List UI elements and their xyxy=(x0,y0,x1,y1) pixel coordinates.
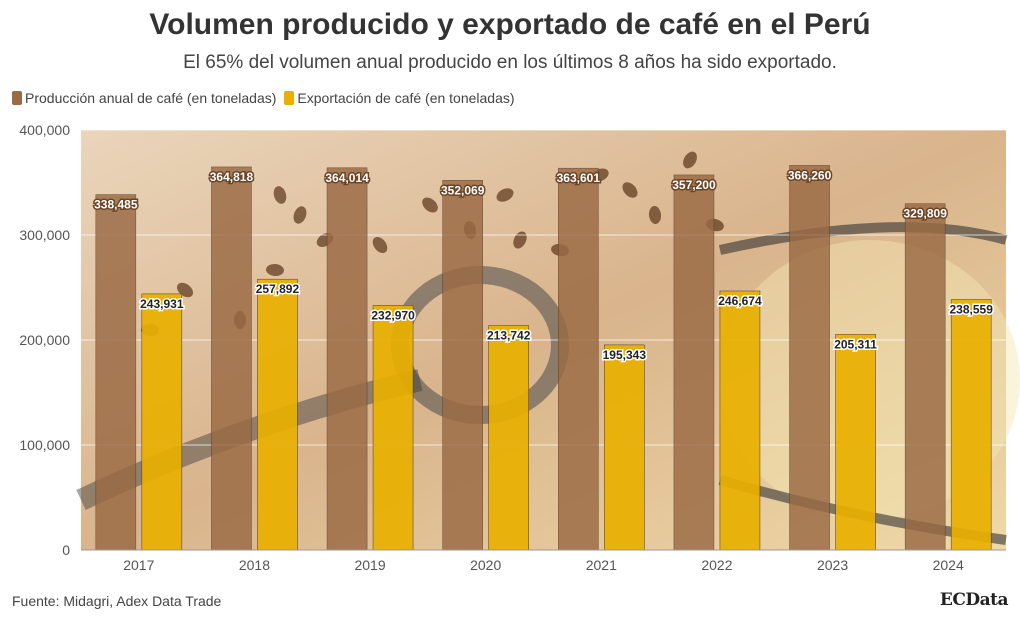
coffee-bean-icon xyxy=(273,186,287,204)
data-label-production: 364,818 xyxy=(210,170,254,184)
x-tick-label: 2023 xyxy=(817,557,848,573)
bar-export xyxy=(604,344,645,551)
bar-production xyxy=(558,167,599,551)
legend-label-export: Exportación de café (en toneladas) xyxy=(297,90,515,106)
bar-production xyxy=(904,203,946,551)
legend-item-export: Exportación de café (en toneladas) xyxy=(284,90,515,106)
y-tick-label: 400,000 xyxy=(19,122,70,138)
bar-export xyxy=(835,334,876,551)
bars: 338,485 243,931 364,818 257,892 364,014 232,9… xyxy=(93,165,995,551)
x-tick-label: 2018 xyxy=(239,557,270,573)
bar-production xyxy=(442,180,483,551)
data-label-export: 213,742 xyxy=(487,329,531,343)
coffee-bean-icon xyxy=(422,197,438,213)
data-label-export: 246,674 xyxy=(718,294,762,308)
source-note: Fuente: Midagri, Adex Data Trade xyxy=(12,593,222,609)
coffee-bean-icon xyxy=(683,151,697,169)
data-label-production: 357,200 xyxy=(672,178,716,192)
bar-export xyxy=(488,325,529,551)
y-tick-label: 0 xyxy=(62,542,70,558)
bar-export xyxy=(141,293,183,551)
legend-item-production: Producción anual de café (en toneladas) xyxy=(12,90,276,106)
coffee-bean-icon xyxy=(372,237,388,253)
coffee-bean-icon xyxy=(496,188,514,202)
data-label-export: 243,931 xyxy=(140,297,184,311)
data-label-production: 338,485 xyxy=(94,198,138,212)
x-axis: 2017 2018 2019 2020 2021 2022 2023 2024 xyxy=(81,549,1006,573)
x-tick-label: 2021 xyxy=(586,557,617,573)
chart-subtitle: El 65% del volumen anual producido en lo… xyxy=(183,52,837,73)
x-tick-label: 2020 xyxy=(470,557,501,573)
coffee-bean-icon xyxy=(513,231,527,249)
coffee-bean-icon xyxy=(293,206,307,224)
x-tick-label: 2019 xyxy=(354,557,385,573)
legend-swatch-export xyxy=(284,91,295,105)
y-tick-label: 200,000 xyxy=(19,332,70,348)
x-tick-label: 2024 xyxy=(933,557,964,573)
coffee-bean-icon xyxy=(622,182,638,198)
x-tick-label: 2017 xyxy=(123,557,154,573)
data-label-export: 195,343 xyxy=(603,348,647,362)
x-tick-label: 2022 xyxy=(701,557,732,573)
legend: Producción anual de café (en toneladas) … xyxy=(12,90,523,106)
coffee-bean-icon xyxy=(266,263,284,277)
bar-export xyxy=(372,305,414,551)
legend-swatch-production xyxy=(12,91,22,105)
bar-export xyxy=(950,299,992,551)
y-axis: 0 100,000 200,000 300,000 400,000 xyxy=(19,122,70,558)
bar-production xyxy=(673,174,715,551)
bar-export xyxy=(719,290,761,551)
coffee-bean-icon xyxy=(648,206,662,224)
bar-production xyxy=(211,166,252,551)
data-label-production: 364,014 xyxy=(325,171,369,185)
legend-label-production: Producción anual de café (en toneladas) xyxy=(25,90,277,106)
data-label-export: 238,559 xyxy=(949,303,993,317)
data-label-export: 257,892 xyxy=(256,282,300,296)
y-tick-label: 100,000 xyxy=(19,437,70,453)
bar-production xyxy=(326,167,368,551)
data-label-export: 205,311 xyxy=(834,337,877,351)
bar-production xyxy=(789,165,830,551)
data-label-production: 363,601 xyxy=(557,171,601,185)
brand-logo: ECData xyxy=(939,590,1009,610)
background-glasses-frame xyxy=(718,222,1008,255)
y-tick-label: 300,000 xyxy=(19,227,70,243)
bar-production xyxy=(95,194,137,551)
data-label-production: 329,809 xyxy=(903,207,947,221)
chart-title: Volumen producido y exportado de café en… xyxy=(149,8,871,41)
bar-export xyxy=(257,278,298,551)
data-label-production: 366,260 xyxy=(788,168,832,182)
data-label-export: 232,970 xyxy=(371,308,415,322)
data-label-production: 352,069 xyxy=(441,183,485,197)
